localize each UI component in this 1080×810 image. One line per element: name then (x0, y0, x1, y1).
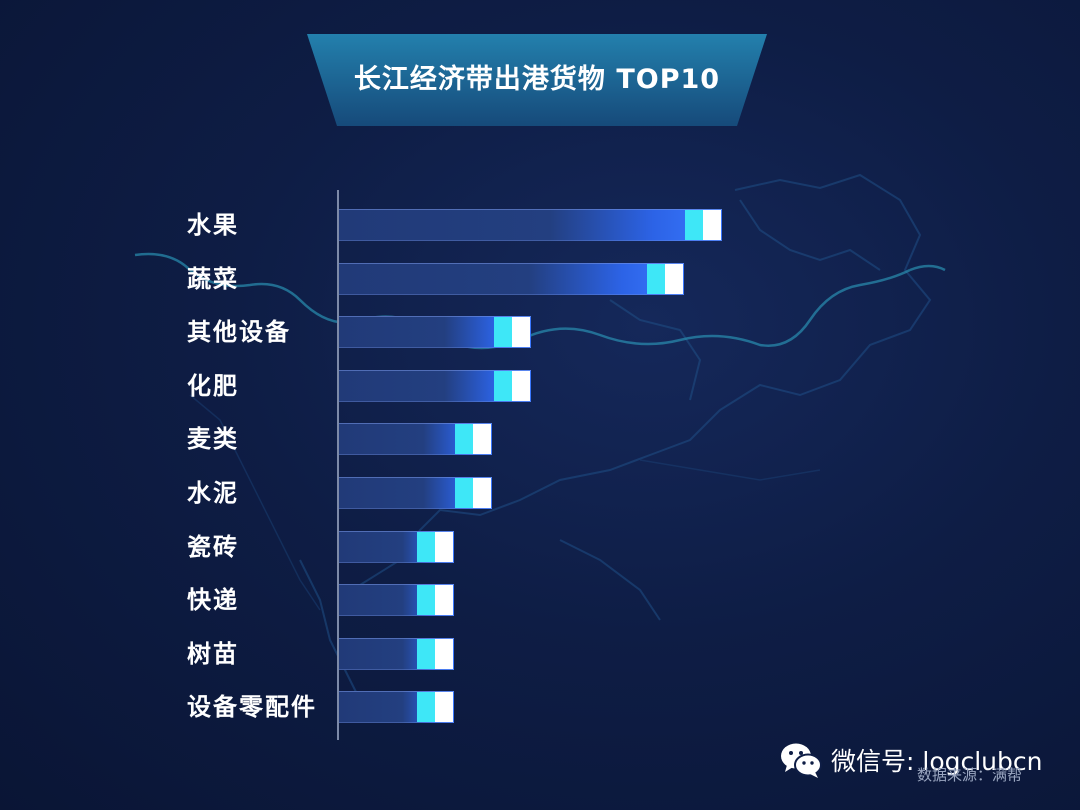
category-label: 其他设备 (187, 318, 291, 346)
bar-cap-white (435, 692, 453, 722)
category-label: 设备零配件 (187, 693, 317, 721)
bar-cap-cyan (455, 424, 473, 454)
bar (339, 209, 722, 241)
bar-cap-white (435, 639, 453, 669)
chart-title: 长江经济带出港货物 TOP10 (353, 64, 721, 95)
category-label: 瓷砖 (187, 533, 239, 561)
wechat-logo-icon (781, 743, 822, 778)
category-label: 水泥 (187, 479, 239, 507)
category-label: 麦类 (187, 425, 239, 453)
bar-cap-cyan (494, 317, 512, 347)
y-axis-line (337, 190, 339, 740)
bar-cap-white (473, 478, 491, 508)
wechat-id-label: 微信号: logclubcn (831, 747, 1043, 776)
bar (339, 477, 492, 509)
category-label: 化肥 (187, 372, 239, 400)
bar-cap-cyan (685, 210, 703, 240)
bar (339, 584, 454, 616)
title-banner: 长江经济带出港货物 TOP10 (307, 34, 767, 126)
title-banner-shape (307, 34, 767, 126)
bar-cap-cyan (417, 639, 435, 669)
bar (339, 263, 684, 295)
bar-cap-cyan (417, 532, 435, 562)
bar (339, 316, 531, 348)
bar (339, 423, 492, 455)
wechat-badge: 微信号: logclubcn (779, 740, 1042, 780)
bar-cap-cyan (494, 371, 512, 401)
category-label: 蔬菜 (187, 265, 239, 293)
bar (339, 531, 454, 563)
bar-cap-cyan (647, 264, 665, 294)
bar (339, 370, 531, 402)
bar-cap-cyan (455, 478, 473, 508)
bar-cap-white (435, 585, 453, 615)
bar-cap-cyan (417, 692, 435, 722)
bar-cap-white (512, 317, 530, 347)
category-label: 快递 (187, 586, 239, 614)
bar-cap-white (512, 371, 530, 401)
bar (339, 691, 454, 723)
bar-cap-white (435, 532, 453, 562)
bar-cap-cyan (417, 585, 435, 615)
bar-cap-white (665, 264, 683, 294)
category-label: 水果 (187, 211, 239, 239)
bar (339, 638, 454, 670)
data-source-label: 数据来源：满帮 (917, 766, 1023, 784)
category-label: 树苗 (187, 640, 239, 668)
bar-cap-white (703, 210, 721, 240)
bar-cap-white (473, 424, 491, 454)
